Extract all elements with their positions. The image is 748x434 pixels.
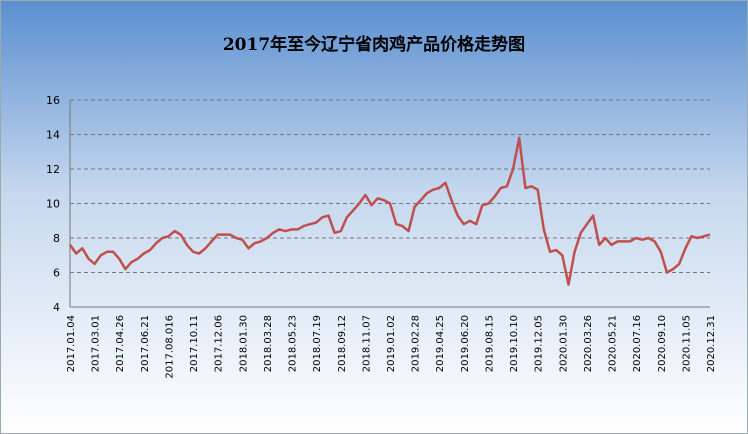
x-tick-label: 2018.07.19 — [312, 315, 323, 372]
x-tick-label: 2019.02.28 — [411, 315, 422, 372]
y-tick-label: 6 — [53, 267, 60, 280]
y-tick-label: 12 — [46, 163, 60, 176]
x-tick-label: 2019.12.05 — [534, 315, 545, 372]
x-tick-label: 2017.12.06 — [214, 315, 225, 372]
y-tick-label: 10 — [46, 198, 60, 211]
y-tick-label: 8 — [53, 232, 60, 245]
x-tick-label: 2020.05.21 — [608, 315, 619, 372]
y-tick-label: 16 — [46, 94, 60, 107]
x-tick-label: 2017.03.01 — [91, 315, 102, 372]
x-tick-label: 2020.07.16 — [632, 315, 643, 372]
x-tick-label: 2019.06.20 — [460, 315, 471, 372]
y-tick-label: 4 — [53, 301, 60, 314]
x-tick-label: 2019.08.15 — [484, 315, 495, 372]
y-tick-label: 14 — [46, 129, 60, 142]
chart-title: 2017年至今辽宁省肉鸡产品价格走势图 — [223, 34, 525, 55]
x-tick-label: 2018.09.12 — [337, 315, 348, 372]
x-tick-label: 2020.09.10 — [657, 315, 668, 372]
price-line — [68, 136, 711, 286]
x-tick-label: 2017.10.11 — [189, 315, 200, 372]
x-tick-label: 2018.11.07 — [361, 315, 372, 372]
x-tick-label: 2020.11.05 — [681, 315, 692, 372]
x-tick-label: 2019.04.25 — [435, 315, 446, 372]
x-tick-label: 2017.04.26 — [115, 315, 126, 372]
x-tick-label: 2018.03.28 — [263, 315, 274, 372]
x-tick-label: 2018.05.23 — [288, 315, 299, 372]
x-tick-label: 2019.10.10 — [509, 315, 520, 372]
x-tick-label: 2020.12.31 — [706, 315, 717, 372]
x-tick-label: 2020.03.26 — [583, 315, 594, 372]
x-tick-label: 2020.01.30 — [558, 315, 569, 372]
x-tick-label: 2017.08.016 — [164, 315, 175, 379]
x-tick-label: 2017.06.21 — [140, 315, 151, 372]
x-tick-label: 2017.01.04 — [66, 315, 77, 372]
x-tick-label: 2018.01.30 — [238, 315, 249, 372]
x-tick-label: 2019.01.02 — [386, 315, 397, 372]
